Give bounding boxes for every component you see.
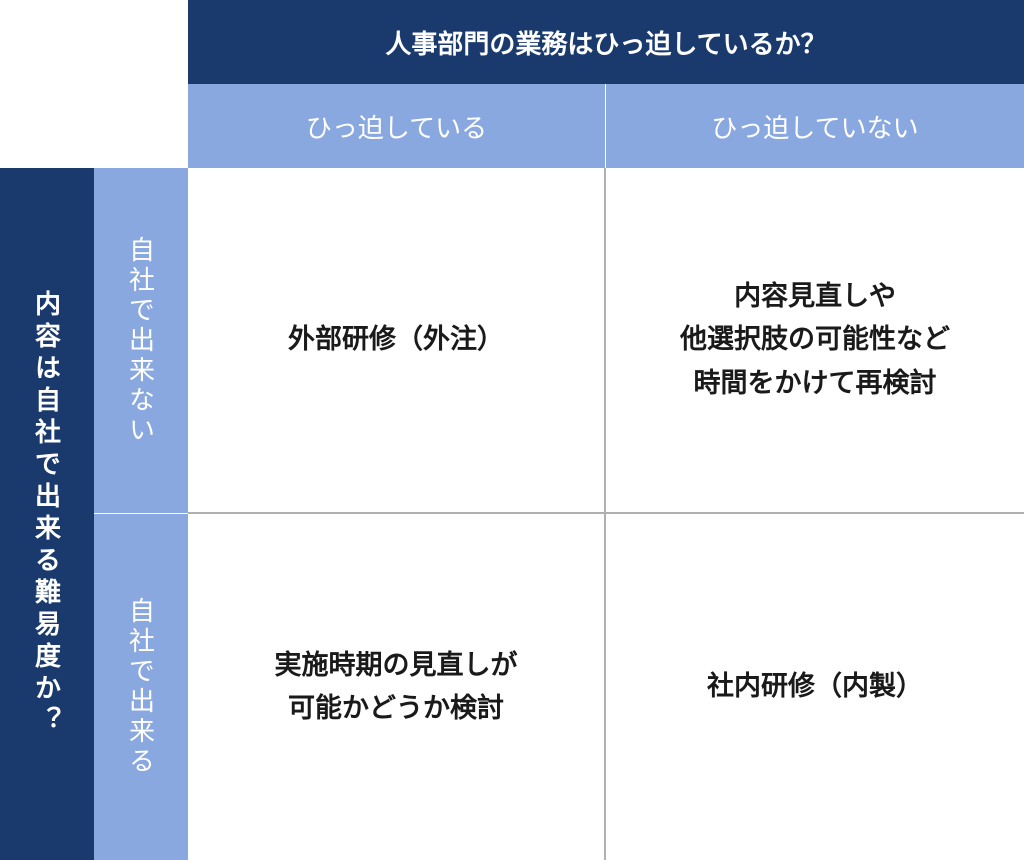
cell-content: 外部研修（外注）: [288, 318, 504, 361]
row-header-1: 自社で出来ない: [94, 168, 188, 514]
column-header-2: ひっ迫していない: [606, 84, 1024, 168]
cell-content: 社内研修（内製）: [707, 665, 923, 708]
cell-bottom-left: 実施時期の見直しが 可能かどうか検討: [188, 514, 606, 860]
decision-matrix: 人事部門の業務はひっ迫しているか？ ひっ迫している ひっ迫していない 内容は自社…: [0, 0, 1024, 860]
row-axis-title: 内容は自社で出来る難易度か？: [0, 168, 94, 860]
column-axis-title: 人事部門の業務はひっ迫しているか？: [188, 0, 1024, 84]
cell-top-left: 外部研修（外注）: [188, 168, 606, 514]
blank-corner: [0, 0, 188, 168]
cell-content: 内容見直しや 他選択肢の可能性など 時間をかけて再検討: [680, 275, 950, 405]
column-header-1: ひっ迫している: [188, 84, 606, 168]
cell-content: 実施時期の見直しが 可能かどうか検討: [275, 644, 518, 730]
cell-bottom-right: 社内研修（内製）: [606, 514, 1024, 860]
row-header-2: 自社で出来る: [94, 514, 188, 860]
cell-top-right: 内容見直しや 他選択肢の可能性など 時間をかけて再検討: [606, 168, 1024, 514]
